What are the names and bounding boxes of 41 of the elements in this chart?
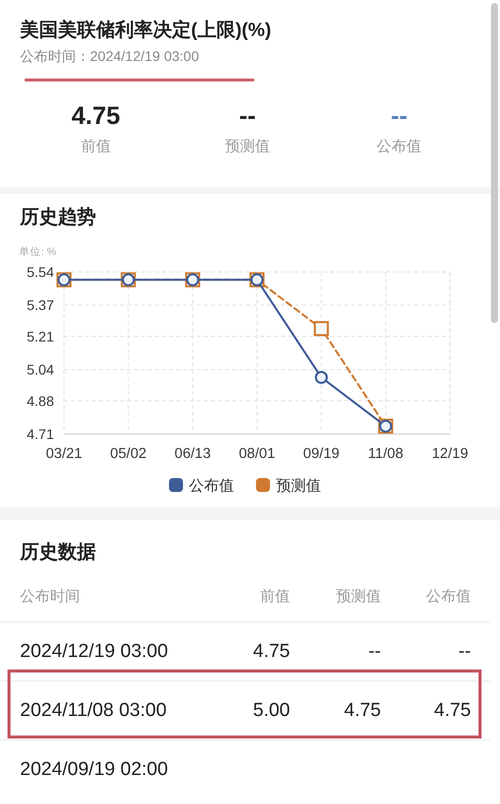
y-axis-title: 单位: % — [19, 245, 56, 258]
y-tick-label: 5.21 — [26, 328, 54, 344]
text: 2024/09/19 02:00 — [20, 759, 168, 780]
text: -- — [390, 102, 408, 130]
text: 前值 — [260, 588, 290, 605]
text: 公布时间 — [20, 588, 80, 605]
point — [314, 321, 329, 336]
text: 2024/12/19 03:00 — [20, 641, 168, 662]
text: 4.75 — [71, 102, 120, 130]
text: 4.75 — [344, 700, 381, 721]
x-tick-label: 06/13 — [174, 446, 211, 462]
y-tick-label: 4.71 — [26, 426, 54, 442]
text: 美国美联储利率决定(上限)(%) — [19, 19, 272, 41]
text: 公布值 — [426, 588, 471, 605]
x-tick-label: 12/19 — [432, 446, 468, 462]
y-tick-label: 5.37 — [26, 297, 54, 314]
x-tick-label: 08/01 — [238, 446, 276, 462]
x-tick-label: 09/19 — [303, 446, 340, 462]
text: -- — [458, 641, 471, 662]
chart-title: 历史趋势 — [19, 206, 96, 228]
legend-label: 公布值 — [189, 478, 234, 494]
text: 预测值 — [336, 588, 381, 605]
text: -- — [239, 102, 256, 130]
text: 公布时间：2024/12/19 03:00 — [20, 48, 200, 64]
x-tick-label: 11/08 — [368, 446, 404, 462]
text: 历史数据 — [19, 541, 96, 563]
text: 2024/11/08 03:00 — [20, 700, 167, 721]
text: 预测值 — [225, 138, 270, 155]
text: 4.75 — [434, 700, 471, 721]
text: 前值 — [80, 138, 111, 155]
text: 公布值 — [376, 138, 422, 155]
text: 4.75 — [253, 641, 290, 662]
text: 5.00 — [253, 700, 290, 721]
y-tick-label: 5.54 — [26, 264, 54, 280]
legend-label: 预测值 — [276, 478, 321, 494]
y-tick-label: 4.88 — [26, 392, 54, 409]
x-tick-label: 03/21 — [46, 446, 82, 462]
point — [314, 370, 328, 384]
text: -- — [368, 641, 381, 662]
y-tick-label: 5.04 — [26, 362, 54, 378]
x-tick-label: 05/02 — [110, 446, 146, 462]
